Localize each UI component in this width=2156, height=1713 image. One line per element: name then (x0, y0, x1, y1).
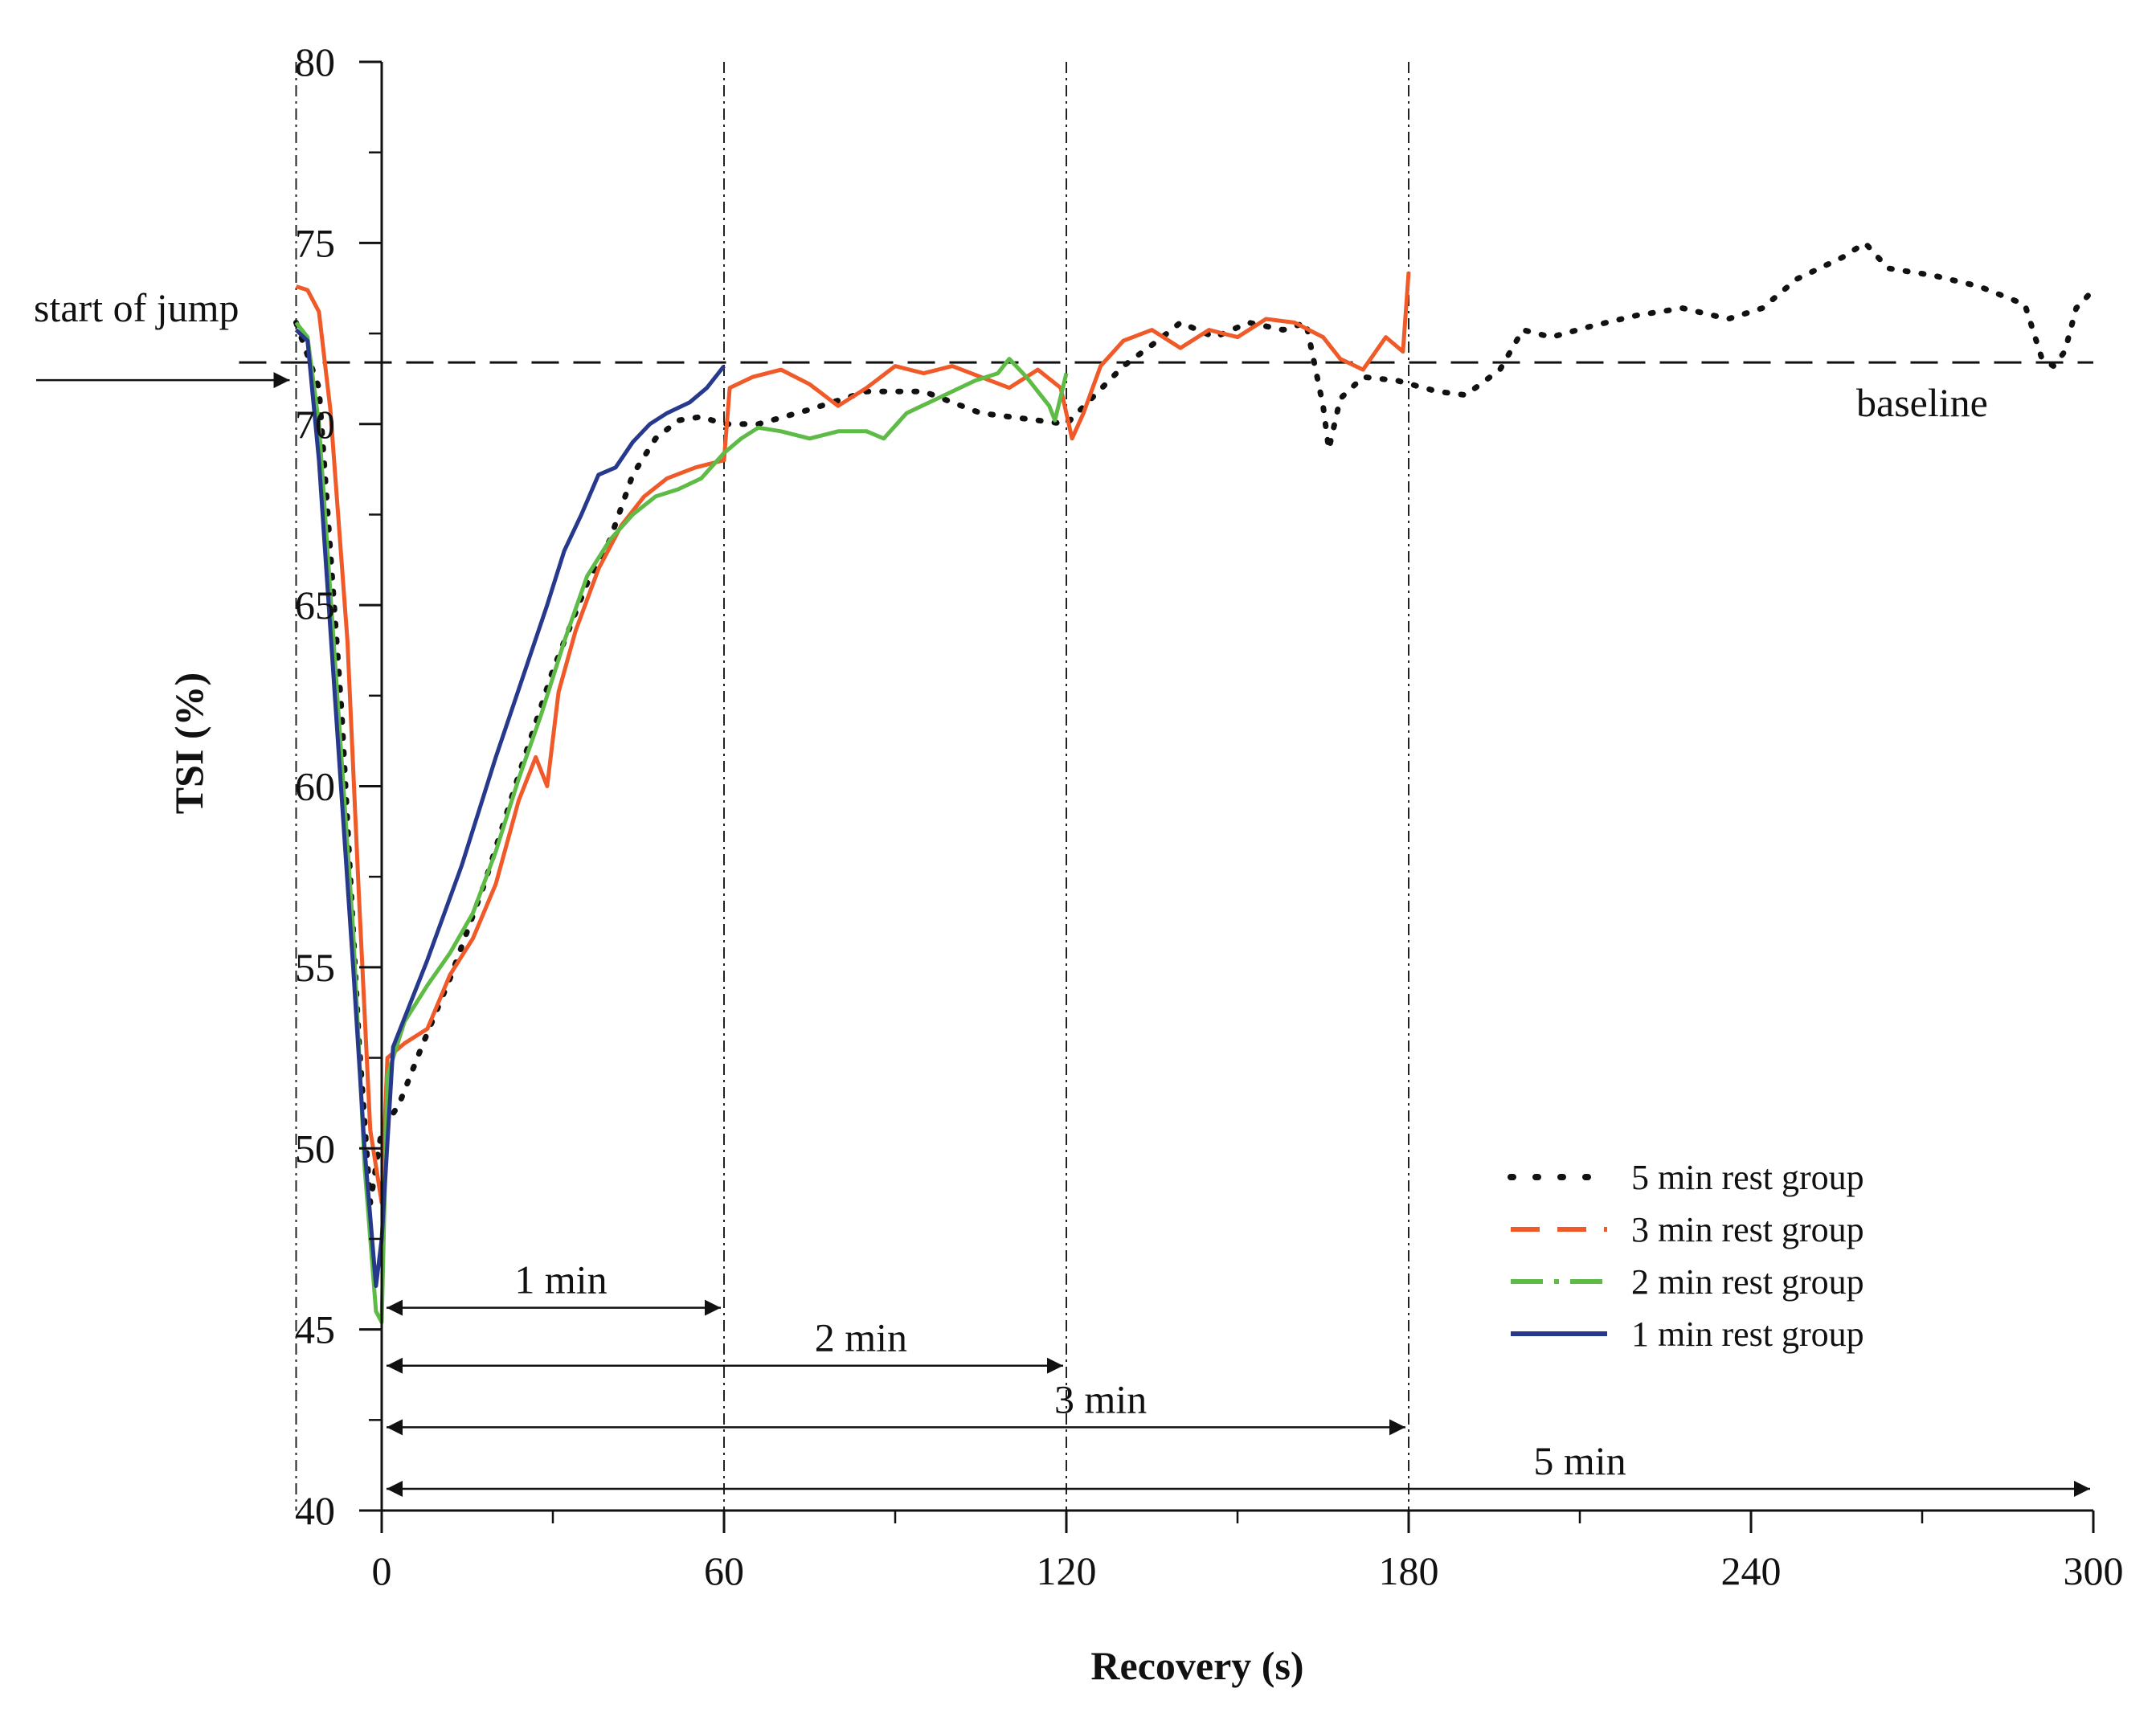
legend: 5 min rest group 3 min rest group 2 min re… (1508, 1158, 1864, 1354)
y-tick-label-2: 50 (295, 1126, 335, 1171)
x-tick-label-1: 60 (704, 1548, 744, 1593)
interval-label-1: 2 min (815, 1315, 907, 1360)
y-tick-label-1: 45 (295, 1307, 335, 1352)
x-tick-label-3: 180 (1379, 1548, 1439, 1593)
interval-label-3: 5 min (1533, 1438, 1626, 1483)
y-tick-label-6: 70 (295, 402, 335, 447)
legend-label-1: 3 min rest group (1631, 1210, 1864, 1249)
vertical-markers (295, 62, 1409, 1511)
series-line-3 (294, 328, 726, 1288)
y-tick-label-3: 55 (295, 945, 335, 990)
series-lines (293, 239, 2097, 1325)
x-tick-label-0: 0 (372, 1548, 392, 1593)
y-axis-title: TSI (%) (166, 673, 211, 814)
baseline-label: baseline (1856, 380, 1988, 425)
series-line-0 (293, 239, 2097, 1206)
x-axis-title: Recovery (s) (1090, 1643, 1303, 1688)
rest-intervals: 1 min 2 min 3 min 5 min (36, 372, 2090, 1497)
x-tick-label-2: 120 (1037, 1548, 1097, 1593)
y-tick-label-5: 65 (295, 583, 335, 628)
x-tick-label-4: 240 (1721, 1548, 1782, 1593)
series-line-1 (295, 272, 1411, 1205)
legend-label-2: 2 min rest group (1631, 1262, 1864, 1302)
y-tick-label-0: 40 (295, 1488, 335, 1533)
interval-label-2: 3 min (1054, 1376, 1147, 1421)
axes: 40 45 50 55 60 65 70 75 80 0 60 120 180 240 300 (295, 39, 2124, 1593)
interval-label-0: 1 min (514, 1257, 607, 1302)
y-tick-label-7: 75 (295, 220, 335, 265)
y-tick-label-8: 80 (295, 39, 335, 84)
legend-label-0: 5 min rest group (1631, 1158, 1864, 1197)
y-tick-label-4: 60 (295, 764, 335, 809)
x-tick-label-5: 300 (2064, 1548, 2124, 1593)
legend-label-3: 1 min rest group (1631, 1314, 1864, 1354)
start-of-jump-label: start of jump (34, 285, 239, 330)
